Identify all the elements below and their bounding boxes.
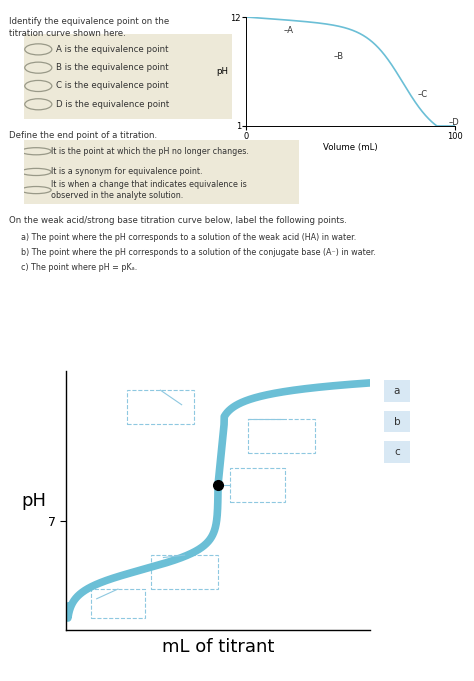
Text: c) The point where pH = pKₐ.: c) The point where pH = pKₐ. [21,263,137,272]
Text: –A: –A [284,27,294,35]
Text: Identify the equivalence point on the
titration curve shown here.: Identify the equivalence point on the ti… [9,17,170,38]
Text: C is the equivalence point: C is the equivalence point [56,82,169,91]
Y-axis label: pH: pH [21,492,46,509]
Text: a: a [394,386,400,396]
Bar [248,419,315,454]
Text: –C: –C [418,90,428,99]
Text: B is the equivalence point: B is the equivalence point [56,63,169,72]
Bar [127,390,194,424]
FancyBboxPatch shape [383,440,411,464]
Text: It is a synonym for equivalence point.: It is a synonym for equivalence point. [51,168,203,176]
Text: b: b [394,417,400,426]
FancyBboxPatch shape [18,138,304,206]
Bar [91,589,145,618]
Text: On the weak acid/strong base titration curve below, label the following points.: On the weak acid/strong base titration c… [9,216,347,225]
Text: D is the equivalence point: D is the equivalence point [56,100,169,109]
Bar [151,555,218,589]
FancyBboxPatch shape [383,379,411,403]
Text: b) The point where the pH corresponds to a solution of the conjugate base (A⁻) i: b) The point where the pH corresponds to… [21,248,376,257]
Text: It is when a change that indicates equivalence is
observed in the analyte soluti: It is when a change that indicates equiv… [51,180,247,200]
Text: A is the equivalence point: A is the equivalence point [56,45,169,54]
Bar [230,469,285,503]
Text: –B: –B [334,52,344,61]
X-axis label: Volume (mL): Volume (mL) [323,143,378,153]
Y-axis label: pH: pH [216,67,228,76]
Text: It is the point at which the pH no longer changes.: It is the point at which the pH no longe… [51,146,249,156]
Text: a) The point where the pH corresponds to a solution of the weak acid (HA) in wat: a) The point where the pH corresponds to… [21,233,356,242]
FancyBboxPatch shape [383,409,411,434]
Text: Define the end point of a titration.: Define the end point of a titration. [9,131,157,140]
X-axis label: mL of titrant: mL of titrant [162,638,274,656]
Text: c: c [394,447,400,457]
Text: –D: –D [449,118,459,127]
FancyBboxPatch shape [19,33,237,121]
